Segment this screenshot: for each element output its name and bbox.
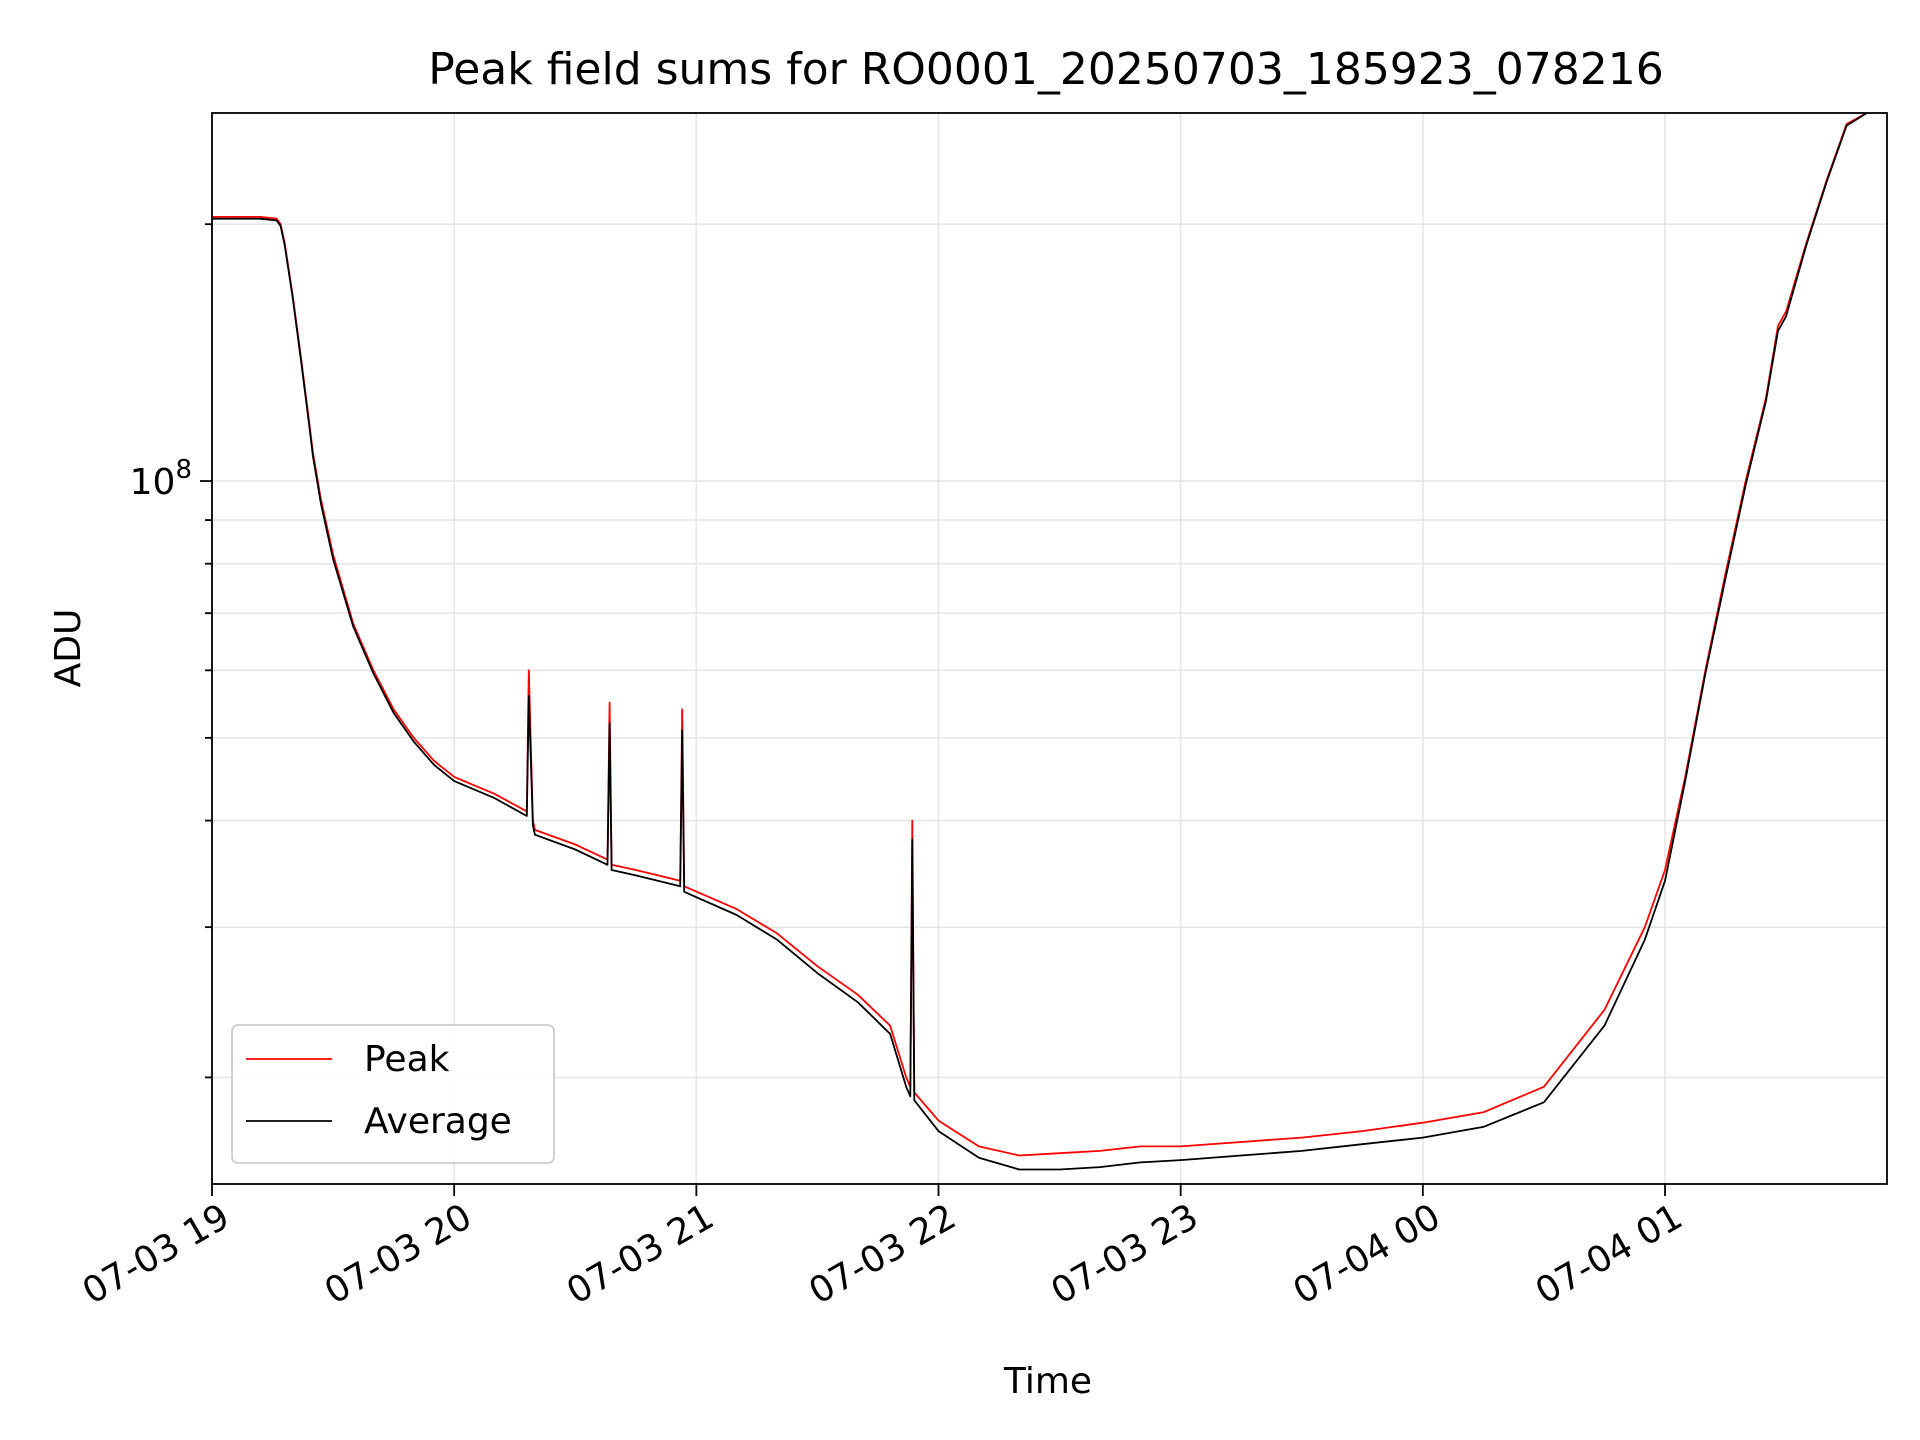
legend-label-peak: Peak — [364, 1039, 450, 1080]
x-tick-label: 07-03 19 — [76, 1196, 237, 1312]
y-axis-label: ADU — [48, 609, 89, 688]
series-layer — [212, 113, 1868, 1171]
y-tick-label: 108 — [130, 455, 192, 503]
x-tick-label: 07-04 01 — [1529, 1196, 1690, 1312]
x-tick-label: 07-04 00 — [1287, 1196, 1448, 1312]
chart-title: Peak field sums for RO0001_20250703_1859… — [428, 44, 1664, 95]
x-tick-label: 07-03 23 — [1045, 1196, 1206, 1312]
series-line-average — [212, 113, 1868, 1171]
x-tick-label: 07-03 20 — [318, 1196, 479, 1312]
x-axis-label: Time — [1003, 1361, 1092, 1402]
grid-lines — [211, 113, 1887, 1184]
series-line-peak — [212, 113, 1868, 1157]
legend: Peak Average — [231, 1024, 555, 1164]
legend-label-average: Average — [364, 1101, 512, 1142]
y-axis-ticks: 108 — [130, 223, 212, 1079]
plot-frame — [211, 112, 1888, 1185]
x-tick-label: 07-03 22 — [802, 1196, 963, 1312]
x-axis-ticks: 07-03 19 07-03 20 07-03 21 07-03 22 07-03 23… — [76, 1184, 1690, 1313]
x-tick-label: 07-03 21 — [560, 1196, 721, 1312]
